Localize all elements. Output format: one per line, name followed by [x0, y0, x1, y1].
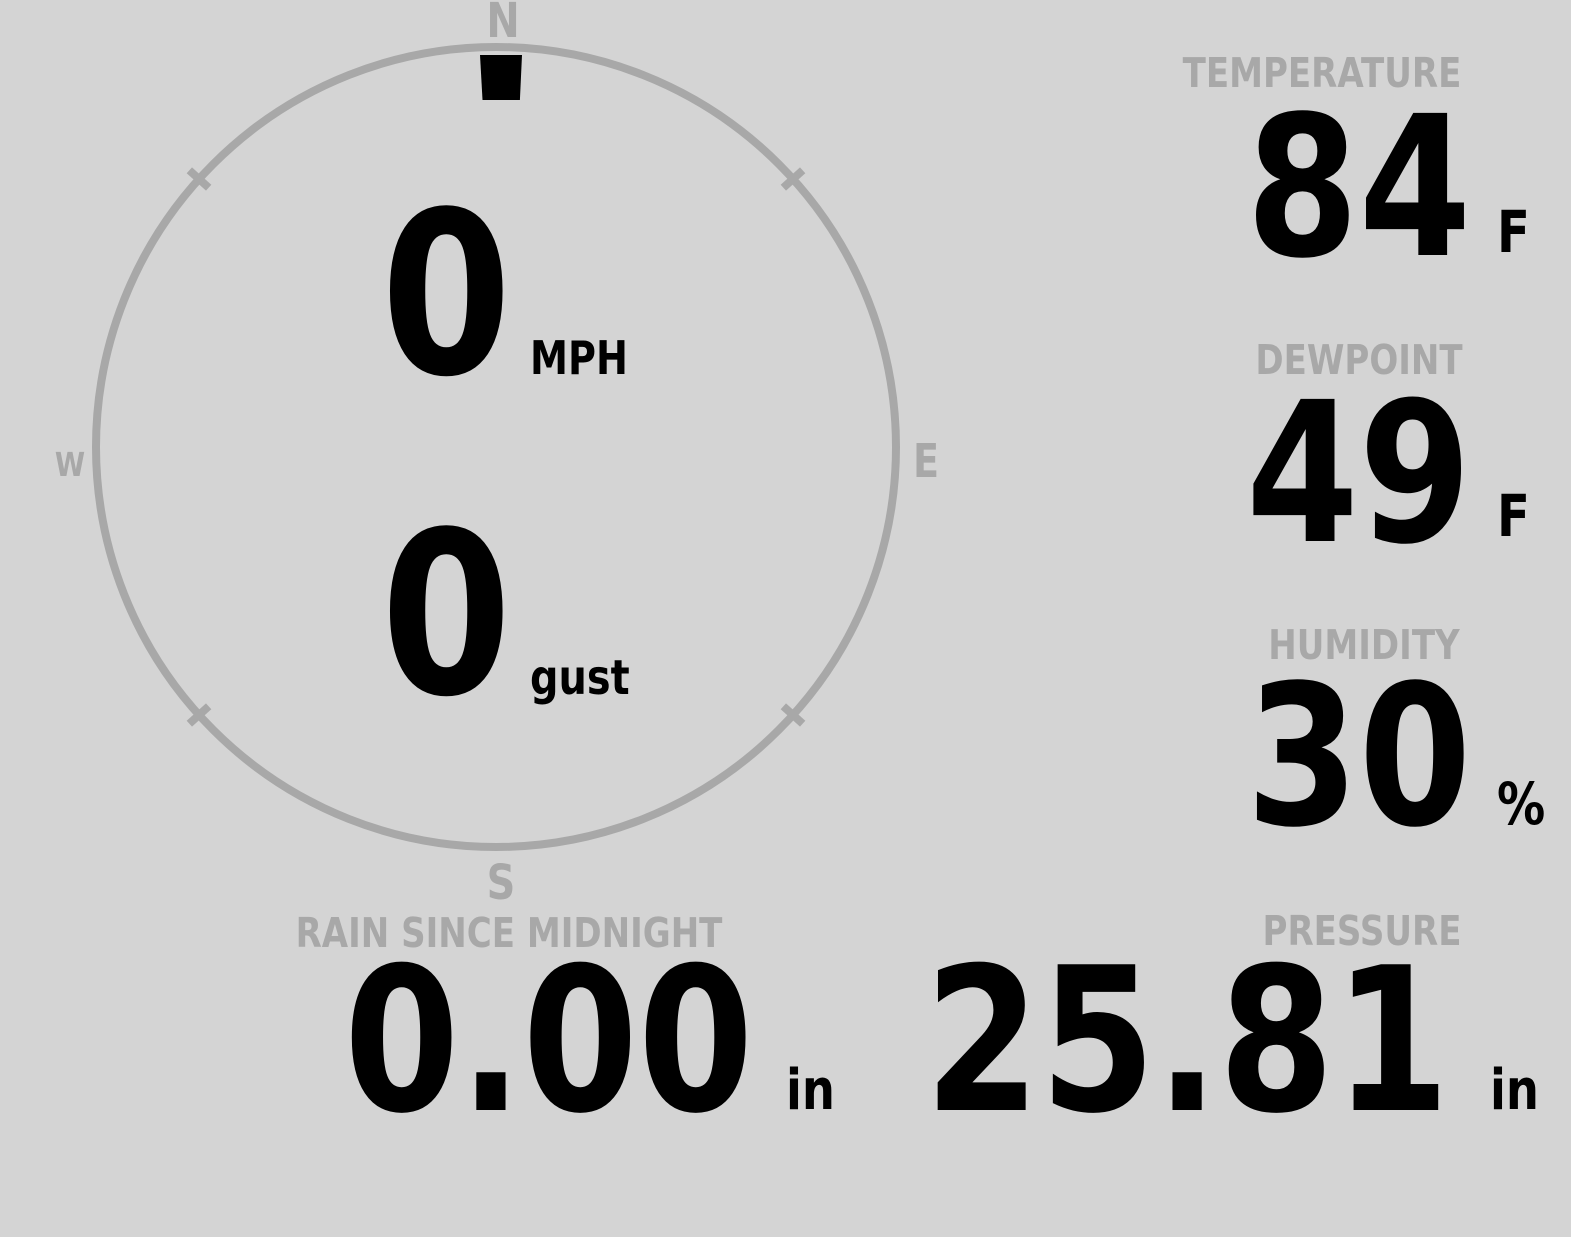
wind-speed-value: 0	[381, 164, 512, 427]
humidity-label: HUMIDITY	[1268, 621, 1460, 669]
compass-label-north: N	[486, 0, 520, 49]
temperature-unit: F	[1497, 198, 1530, 266]
dewpoint-label: DEWPOINT	[1255, 336, 1463, 384]
humidity-value: 30	[1245, 643, 1471, 870]
wind-gust-value: 0	[381, 484, 512, 747]
dewpoint-unit: F	[1497, 482, 1530, 550]
rain-label: RAIN SINCE MIDNIGHT	[295, 909, 723, 957]
compass-label-east: E	[912, 434, 940, 488]
wind-direction-marker-icon	[480, 55, 522, 100]
rain-unit: in	[786, 1058, 836, 1123]
wind-gust-unit: gust	[530, 650, 630, 706]
dewpoint-value: 49	[1245, 360, 1471, 587]
pressure-unit: in	[1490, 1058, 1540, 1123]
compass-label-south: S	[486, 855, 516, 911]
pressure-value: 25.81	[924, 925, 1450, 1158]
compass-ring	[92, 43, 900, 851]
wind-speed-unit: MPH	[530, 331, 628, 385]
temperature-value: 84	[1245, 74, 1471, 301]
temperature-label: TEMPERATURE	[1182, 49, 1462, 97]
compass-label-west: W	[54, 445, 86, 484]
humidity-unit: %	[1497, 770, 1546, 838]
rain-value: 0.00	[343, 925, 753, 1158]
pressure-label: PRESSURE	[1262, 907, 1462, 955]
